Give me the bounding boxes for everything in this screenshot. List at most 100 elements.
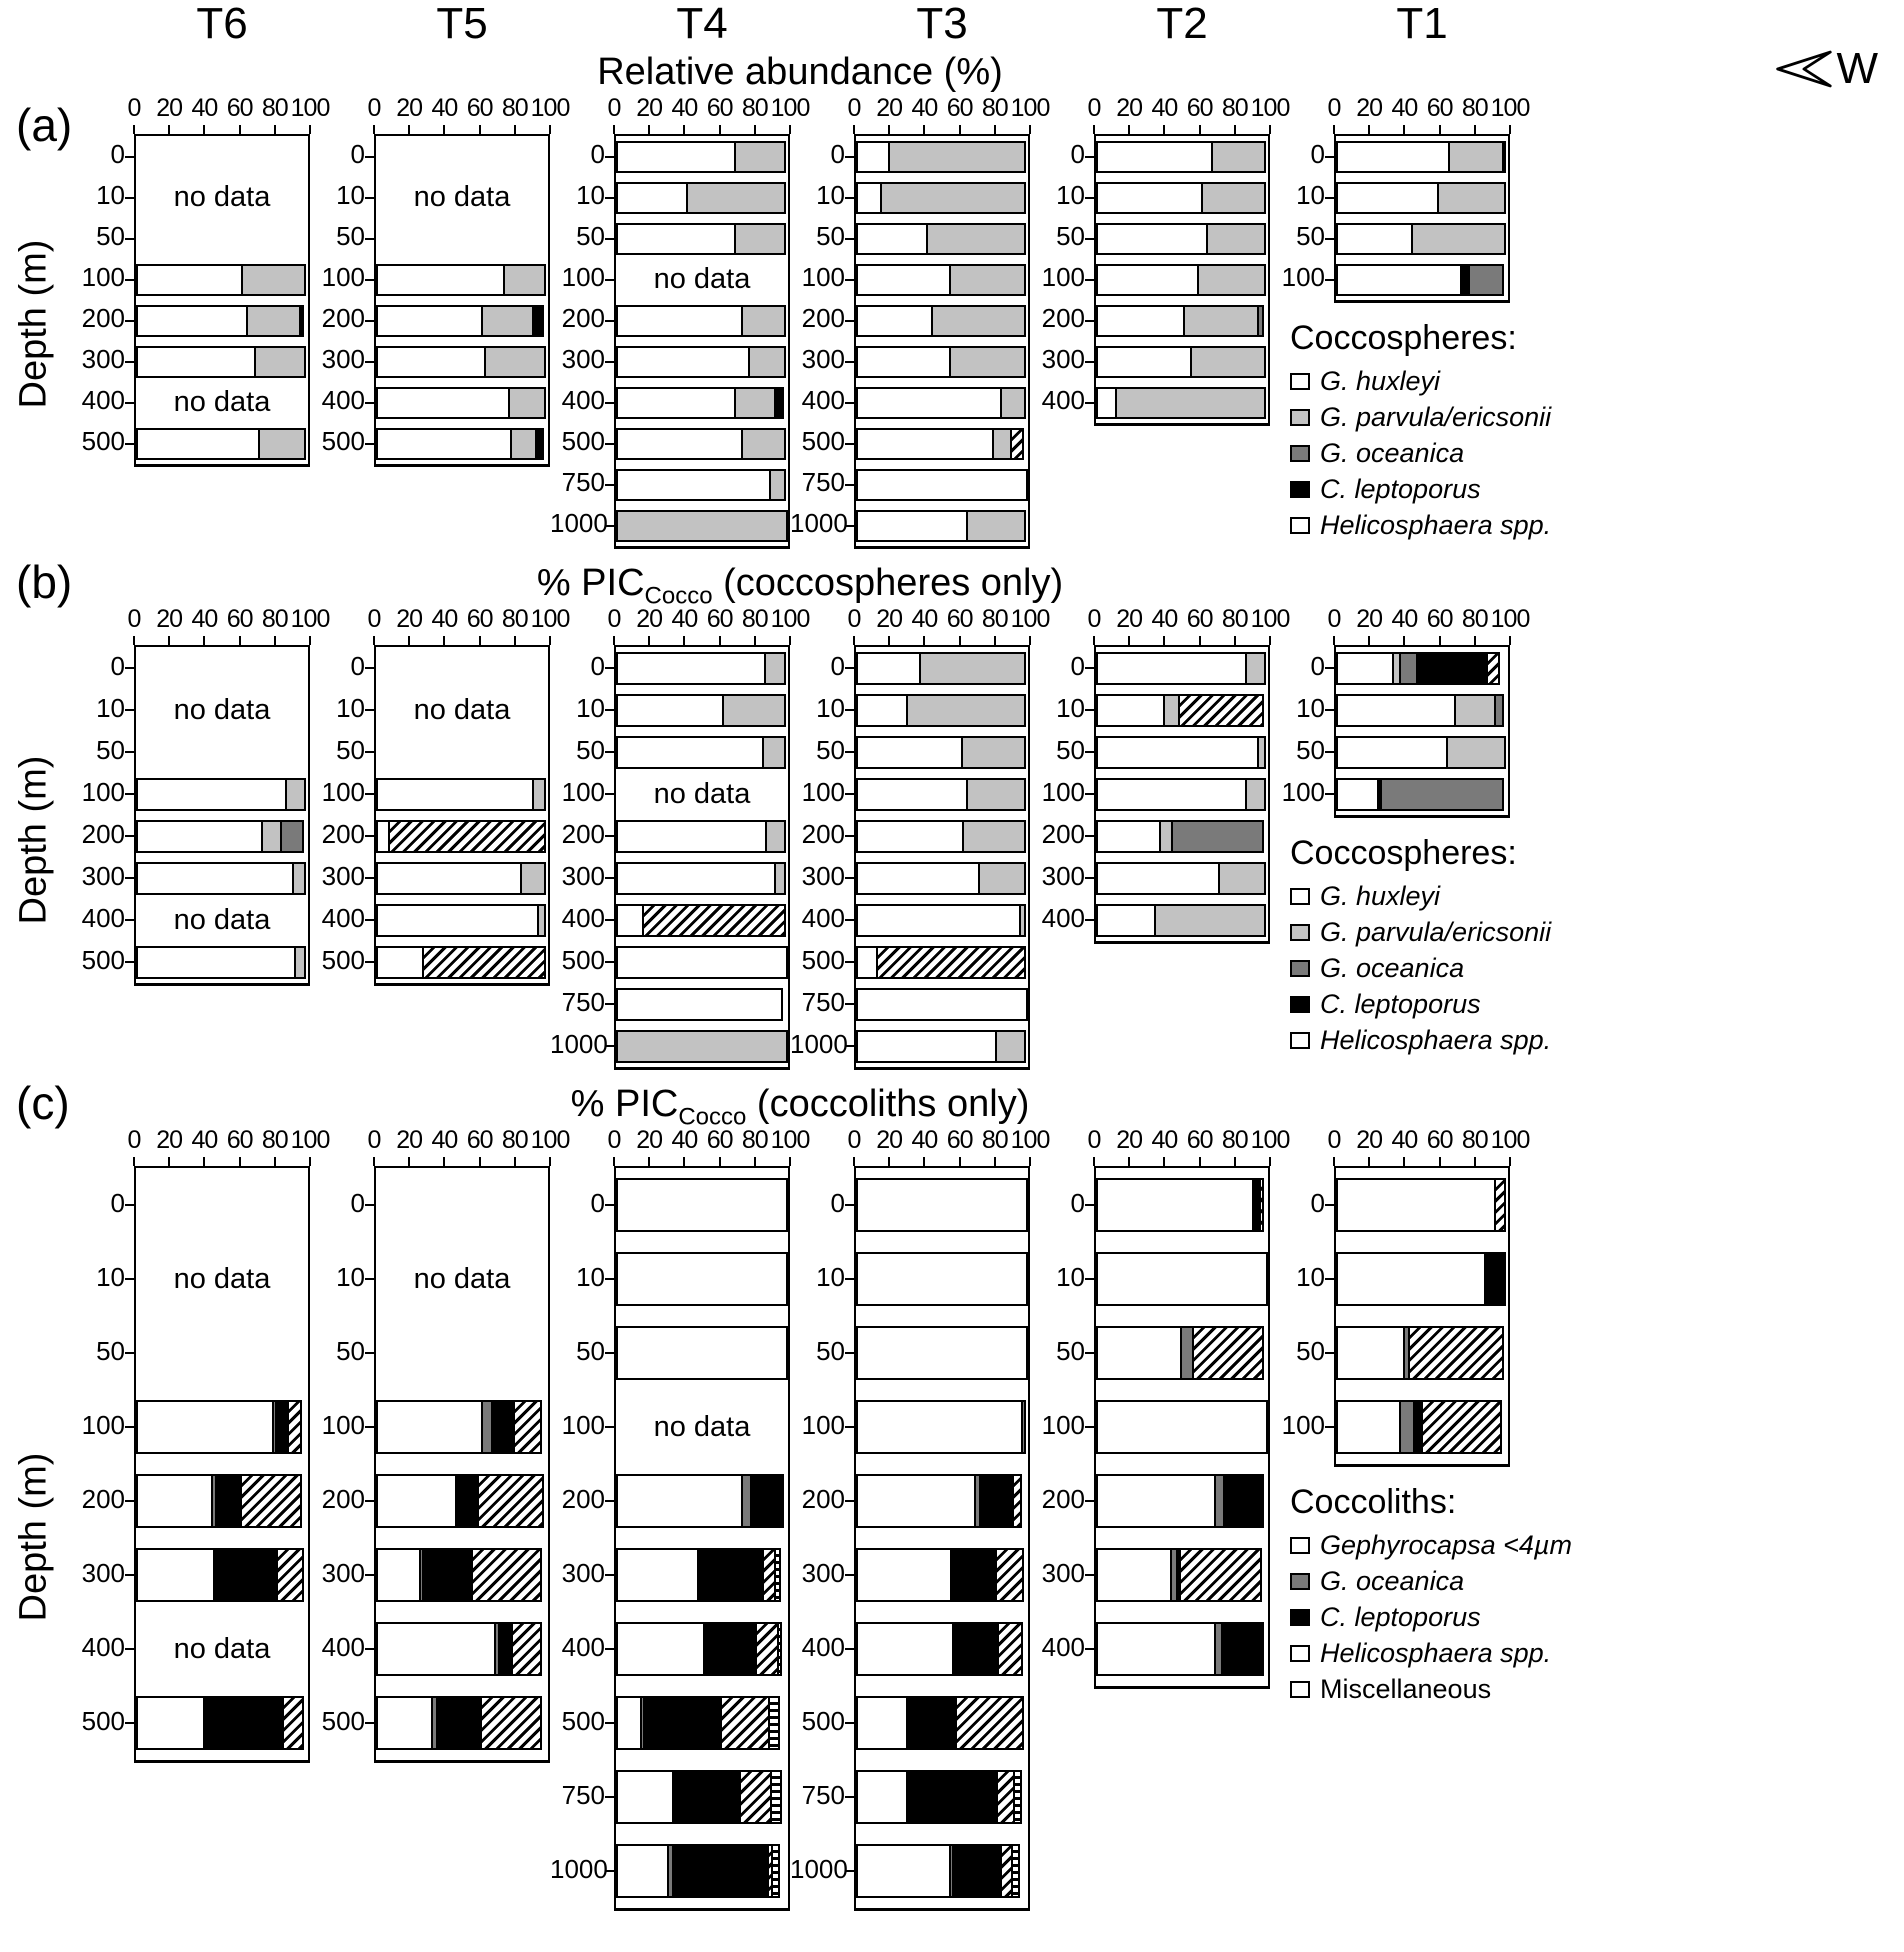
- bar-row: [365, 1612, 548, 1686]
- bar-row: [1325, 1390, 1508, 1464]
- stacked-bar: [376, 819, 548, 853]
- depth-tick-mark: [125, 751, 134, 753]
- depth-tick-mark: [845, 1003, 854, 1005]
- bar-segment-gephyrocapsa: [616, 1622, 706, 1676]
- bar-row: [845, 983, 1028, 1025]
- x-tick-mark: [513, 125, 516, 134]
- x-tick-label: 100: [1490, 1126, 1531, 1154]
- x-tick-label: 0: [1327, 94, 1342, 122]
- bar-segment-gephyrocapsa: [136, 1400, 274, 1454]
- bar-segment-helicosphaera: [281, 1696, 304, 1750]
- bar-row: [125, 136, 308, 177]
- bar-row: [845, 1242, 1028, 1316]
- bar-segment-parvula: [1437, 181, 1506, 214]
- bar-row: [605, 1316, 788, 1390]
- stacked-bar: [1096, 777, 1268, 811]
- bar-row: [605, 341, 788, 382]
- depth-tick-mark: [125, 319, 134, 322]
- x-axis: 0 20 40 60 80 100: [1088, 94, 1290, 134]
- column-header-t6: T6: [196, 0, 248, 48]
- depth-tick-label: 100: [1041, 262, 1085, 292]
- bar-segment-parvula: [734, 386, 776, 419]
- bar-segment-gephyrocapsa: [376, 1696, 433, 1750]
- depth-tick-label: 400: [321, 903, 365, 933]
- x-tick-mark: [1333, 636, 1335, 645]
- depth-tick-mark: [845, 751, 854, 753]
- bar-row: [605, 941, 788, 983]
- bar-segment-huxleyi: [856, 345, 951, 378]
- depth-tick-mark: [1085, 1648, 1094, 1650]
- x-tick-label: 80: [741, 1126, 769, 1154]
- x-tick-mark: [408, 125, 411, 134]
- bar-segment-gephyrocapsa: [136, 1696, 205, 1750]
- depth-tick-mark: [1325, 278, 1334, 281]
- x-tick-mark: [373, 1157, 375, 1166]
- depth-tick-mark: [1325, 237, 1334, 240]
- x-tick-mark: [753, 636, 756, 645]
- column-header-t4: T4: [676, 0, 728, 48]
- stacked-bar: [856, 1400, 1028, 1454]
- bar-segment-parvula: [995, 1029, 1026, 1063]
- depth-tick-label: 300: [81, 861, 125, 891]
- depth-labels: 0 10 50 100 200 300 400 500 750 1000: [790, 96, 854, 549]
- depth-tick-label: 50: [336, 1336, 365, 1366]
- depth-tick-label: 500: [801, 945, 845, 975]
- depth-tick-label: 400: [321, 1632, 365, 1662]
- x-tick-mark: [443, 1157, 446, 1166]
- x-tick-mark: [168, 125, 171, 134]
- bar-segment-huxleyi: [136, 427, 260, 460]
- stacked-bar: [616, 945, 788, 979]
- legend-item-oceanica: G. oceanica: [1290, 1566, 1710, 1597]
- x-tick-mark: [203, 1157, 206, 1166]
- bar-segment-huxleyi: [1336, 222, 1414, 255]
- depth-tick-mark: [845, 442, 854, 445]
- depth-tick-mark: [125, 961, 134, 963]
- stacked-bar: [856, 861, 1028, 895]
- stacked-bar: [856, 1252, 1028, 1306]
- depth-tick-label: 750: [561, 987, 605, 1017]
- depth-tick-label: 300: [561, 1558, 605, 1588]
- depth-tick-mark: [125, 1204, 134, 1206]
- x-tick-mark: [1403, 125, 1406, 134]
- bar-segment-huxleyi: [616, 304, 744, 337]
- bar-segment-huxleyi: [856, 861, 980, 895]
- bar-segment-huxleyi: [1336, 263, 1462, 296]
- stacked-bar: [616, 861, 788, 895]
- plot-area-wrap: 0 20 40 60 80 100: [845, 1126, 1050, 1911]
- x-tick-label: 60: [946, 1126, 974, 1154]
- bar-row: [365, 647, 548, 689]
- bar-row: [605, 1538, 788, 1612]
- depth-tick-label: 0: [590, 1188, 605, 1218]
- depth-tick-label: 100: [81, 262, 125, 292]
- depth-tick-mark: [125, 442, 134, 445]
- stacked-bar: [136, 263, 308, 296]
- depth-tick-mark: [845, 401, 854, 404]
- bar-segment-oceanica: [1493, 693, 1504, 727]
- depth-tick-label: 750: [801, 467, 845, 497]
- bar-segment-huxleyi: [1336, 140, 1450, 173]
- x-tick-label: 0: [367, 94, 382, 122]
- depth-tick-label: 200: [1041, 303, 1085, 333]
- x-tick-mark: [373, 125, 375, 134]
- x-tick-mark: [1438, 125, 1441, 134]
- bar-segment-gephyrocapsa: [1336, 1178, 1496, 1232]
- stacked-bar: [376, 861, 548, 895]
- stacked-bar: [616, 1178, 788, 1232]
- x-tick-label: 60: [466, 1126, 494, 1154]
- x-tick-label: 60: [706, 94, 734, 122]
- bar-segment-gephyrocapsa: [1096, 1178, 1255, 1232]
- panel-c-plots: 0 10 50 100 200 300 400 500 0 20 40 60 80 100 no data n…: [70, 1126, 1904, 1911]
- bar-row: [365, 177, 548, 218]
- bar-row: [125, 857, 308, 899]
- depth-tick-mark: [845, 919, 854, 921]
- plot-a-t5: 0 10 50 100 200 300 400 500 0 20 40 60 80 100 no data: [310, 94, 570, 467]
- bar-row: [605, 1390, 788, 1464]
- bar-segment-oceanica: [1020, 1400, 1026, 1454]
- bar-row: [605, 731, 788, 773]
- x-tick-label: 100: [290, 1126, 331, 1154]
- stacked-bar: [1096, 345, 1268, 378]
- depth-tick-mark: [1085, 751, 1094, 753]
- stacked-bar: [856, 777, 1028, 811]
- stacked-bar: [856, 651, 1028, 685]
- depth-tick-mark: [1085, 709, 1094, 711]
